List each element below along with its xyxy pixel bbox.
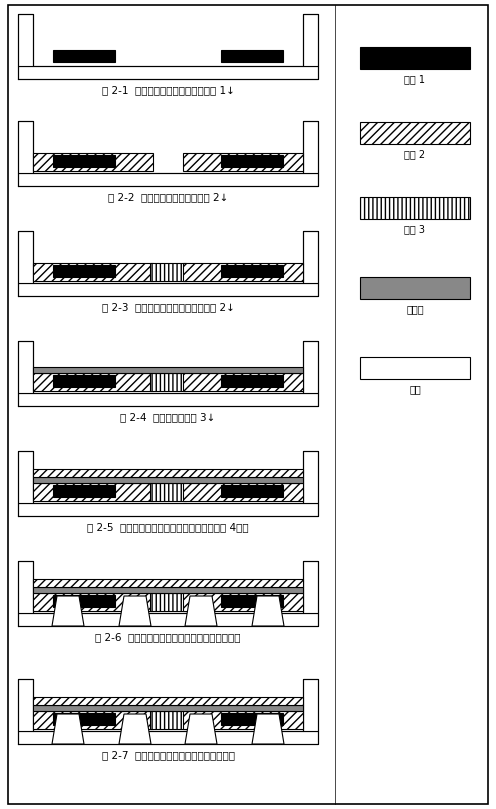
Bar <box>53 595 115 607</box>
Polygon shape <box>185 714 217 744</box>
Text: 图 2-5  淠积绝缘层，在其上淠积并图形化金属 4线圈: 图 2-5 淠积绝缘层，在其上淠积并图形化金属 4线圈 <box>87 522 249 532</box>
Bar <box>360 122 470 144</box>
Bar <box>303 341 318 393</box>
Bar <box>221 375 283 387</box>
Bar <box>18 679 33 731</box>
Polygon shape <box>252 714 284 744</box>
Text: 金属 1: 金属 1 <box>405 74 426 84</box>
Polygon shape <box>52 596 84 626</box>
Text: 金属 2: 金属 2 <box>404 149 426 159</box>
Text: 图 2-6  进行器件背面刺蚀，并完成上下电极引出: 图 2-6 进行器件背面刺蚀，并完成上下电极引出 <box>95 632 241 642</box>
Bar <box>33 705 303 711</box>
Text: 绝缘层: 绝缘层 <box>406 304 424 314</box>
Bar <box>33 153 153 171</box>
Bar <box>53 485 115 497</box>
Bar <box>150 593 186 611</box>
Bar <box>18 341 33 393</box>
Bar <box>33 593 153 611</box>
Bar <box>18 561 33 613</box>
Text: 图 2-1  刺蚀腔体，淠积并图形化金属 1↓: 图 2-1 刺蚀腔体，淠积并图形化金属 1↓ <box>102 85 235 95</box>
Bar <box>18 173 318 186</box>
Text: 金属 3: 金属 3 <box>405 224 426 234</box>
Bar <box>221 595 283 607</box>
Bar <box>303 561 318 613</box>
Bar <box>150 373 186 391</box>
Bar <box>33 711 153 729</box>
Bar <box>53 155 115 167</box>
Bar <box>53 713 115 725</box>
Bar <box>183 263 303 281</box>
Text: 图 2-3  继续淠积并图形化犍牲层金属 2↓: 图 2-3 继续淠积并图形化犍牲层金属 2↓ <box>102 302 235 312</box>
Bar <box>18 451 33 503</box>
Text: 图 2-7  犍牲层底蚀，释放平板及折合梁结构: 图 2-7 犍牲层底蚀，释放平板及折合梁结构 <box>102 750 235 760</box>
Bar <box>18 231 33 283</box>
Bar <box>360 277 470 299</box>
Bar <box>303 231 318 283</box>
Bar <box>303 14 318 66</box>
Bar <box>183 153 303 171</box>
Bar <box>18 393 318 406</box>
Bar <box>183 483 303 501</box>
Bar <box>221 265 283 277</box>
Polygon shape <box>52 714 84 744</box>
Bar <box>53 265 115 277</box>
Bar <box>18 613 318 626</box>
Bar <box>303 679 318 731</box>
Text: 衅底: 衅底 <box>409 384 421 394</box>
Polygon shape <box>252 596 284 626</box>
Bar <box>18 503 318 516</box>
Text: 图 2-2  淠积并图形化犍牲层金属 2↓: 图 2-2 淠积并图形化犍牲层金属 2↓ <box>108 192 228 202</box>
Bar <box>18 121 33 173</box>
Bar <box>360 357 470 379</box>
Bar <box>150 483 186 501</box>
Bar <box>53 375 115 387</box>
Bar <box>53 50 115 62</box>
Bar <box>360 47 470 69</box>
Bar <box>183 593 303 611</box>
Bar <box>183 711 303 729</box>
Bar <box>33 483 153 501</box>
Bar <box>18 283 318 296</box>
Bar <box>33 367 303 373</box>
Bar <box>18 731 318 744</box>
Bar <box>360 197 470 219</box>
Bar <box>18 14 33 66</box>
Bar <box>221 50 283 62</box>
Bar <box>18 66 318 79</box>
Bar <box>150 263 186 281</box>
Polygon shape <box>185 596 217 626</box>
Bar <box>183 373 303 391</box>
Bar <box>33 263 153 281</box>
Polygon shape <box>119 596 151 626</box>
Bar <box>221 155 283 167</box>
Bar <box>33 587 303 593</box>
Bar <box>221 485 283 497</box>
Bar <box>33 697 303 705</box>
Bar <box>33 373 153 391</box>
Bar <box>33 477 303 483</box>
Polygon shape <box>119 714 151 744</box>
Text: 图 2-4  电镀上电极金属 3↓: 图 2-4 电镀上电极金属 3↓ <box>121 412 216 422</box>
Bar <box>221 713 283 725</box>
Bar <box>150 711 186 729</box>
Bar <box>303 451 318 503</box>
Bar <box>303 121 318 173</box>
Bar <box>33 469 303 477</box>
Bar <box>33 579 303 587</box>
